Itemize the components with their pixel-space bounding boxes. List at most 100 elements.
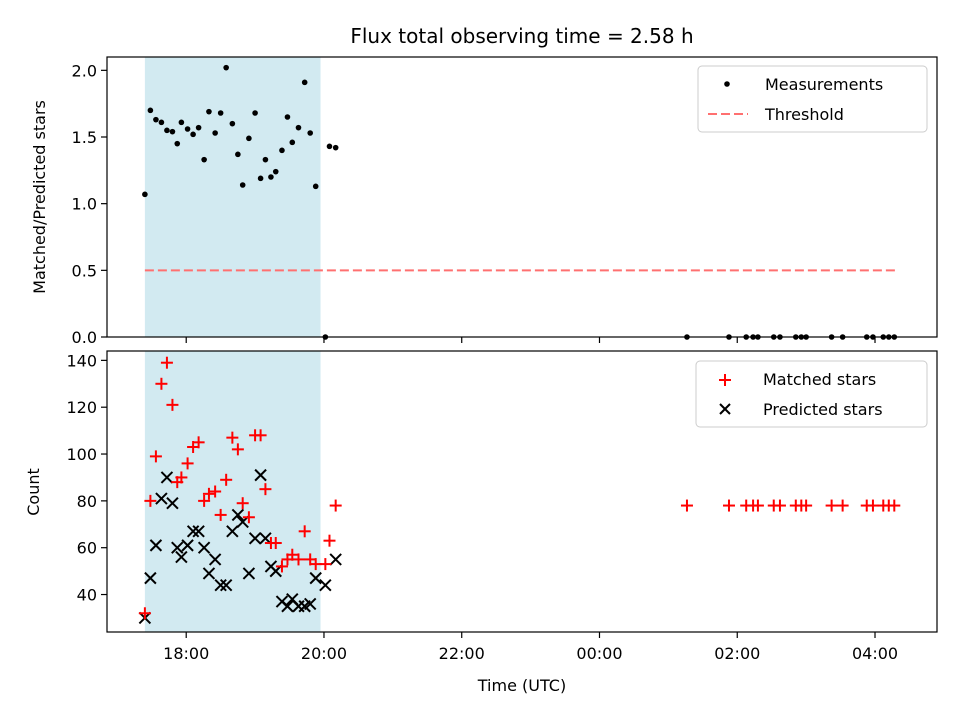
top-y-tick-label: 0.5 bbox=[72, 261, 97, 280]
bottom-plot-frame bbox=[106, 350, 938, 633]
matched-star-point bbox=[231, 443, 244, 456]
measurement-point bbox=[184, 126, 191, 132]
predicted-star-point bbox=[303, 597, 317, 611]
measurement-point bbox=[217, 110, 224, 116]
predicted-star-point bbox=[231, 508, 245, 522]
predicted-star-point bbox=[144, 571, 157, 585]
bottom-points bbox=[138, 356, 901, 625]
measurement-point bbox=[174, 140, 181, 147]
matched-star-point bbox=[329, 499, 342, 512]
predicted-star-point bbox=[269, 564, 282, 578]
matched-star-point bbox=[275, 560, 288, 573]
predicted-star-point bbox=[149, 539, 163, 552]
top-y-tick-label: 0.0 bbox=[72, 328, 97, 347]
measurement-point bbox=[229, 120, 236, 127]
measurement-point bbox=[190, 131, 196, 138]
predicted-star-point bbox=[329, 553, 342, 566]
bottom-y-tick-label: 40 bbox=[77, 586, 97, 605]
matched-star-point bbox=[269, 537, 282, 550]
top-y-axis-label: Matched/Predicted stars bbox=[30, 100, 49, 294]
predicted-star-point bbox=[242, 567, 256, 580]
top-y-tick-label: 1.5 bbox=[72, 128, 97, 147]
matched-star-point bbox=[888, 499, 901, 512]
predicted-star-point bbox=[281, 600, 294, 613]
matched-star-point bbox=[209, 485, 222, 498]
matched-star-point bbox=[220, 473, 233, 486]
predicted-star-point bbox=[155, 492, 168, 505]
measurement-point bbox=[252, 110, 258, 116]
measurement-point bbox=[212, 130, 218, 136]
measurement-point bbox=[153, 116, 159, 123]
legend-matched-marker bbox=[719, 374, 731, 386]
measurement-point bbox=[279, 147, 285, 154]
predicted-star-point bbox=[197, 541, 211, 554]
measurement-point bbox=[223, 64, 229, 71]
measurement-point bbox=[201, 156, 207, 163]
bottom-y-tick-label: 100 bbox=[66, 445, 97, 464]
predicted-star-point bbox=[254, 468, 267, 482]
matched-star-point bbox=[751, 499, 764, 512]
legend-measurements-marker bbox=[724, 81, 730, 87]
x-axis-label: Time (UTC) bbox=[477, 676, 566, 695]
measurement-point bbox=[262, 156, 269, 163]
predicted-star-point bbox=[248, 532, 262, 545]
bottom-legend-box bbox=[695, 360, 928, 428]
predicted-star-point bbox=[202, 567, 216, 580]
predicted-star-point bbox=[192, 525, 205, 538]
matched-star-point bbox=[292, 553, 305, 566]
bottom-y-tick-label: 140 bbox=[66, 351, 97, 370]
predicted-star-point bbox=[259, 532, 272, 545]
bottom-shaded-span bbox=[144, 351, 321, 632]
matched-star-point bbox=[175, 471, 188, 484]
top-y-tick-label: 2.0 bbox=[72, 61, 97, 80]
bottom-y-tick-label: 120 bbox=[66, 398, 97, 417]
matched-star-point bbox=[149, 450, 162, 463]
measurement-point bbox=[164, 127, 170, 134]
predicted-star-point bbox=[319, 578, 332, 592]
top-plot-frame bbox=[106, 56, 938, 338]
matched-star-point bbox=[192, 436, 205, 449]
measurement-point bbox=[178, 119, 185, 126]
bottom-x-ticks: 18:00 20:00 22:00 00:00 02:00 04:00 bbox=[163, 632, 898, 663]
matched-star-point bbox=[722, 499, 735, 512]
top-y-tick-label: 1.0 bbox=[72, 195, 97, 214]
bottom-panel: 40 60 80 100 120 140 18:00 20:00 22:00 00:00 02:0… bbox=[24, 350, 938, 695]
measurement-point bbox=[301, 79, 308, 86]
measurement-point bbox=[158, 119, 165, 126]
legend-predicted-marker bbox=[719, 403, 731, 415]
legend-matched-label: Matched stars bbox=[763, 370, 876, 389]
matched-star-point bbox=[254, 429, 267, 442]
matched-star-point bbox=[323, 534, 336, 547]
measurement-point bbox=[235, 151, 241, 158]
top-panel: 0.00.51.01.52.0 Matched/Predicted stars … bbox=[30, 56, 938, 347]
predicted-star-point bbox=[236, 515, 249, 529]
x-tick-label: 00:00 bbox=[576, 644, 622, 663]
predicted-star-point bbox=[175, 550, 188, 564]
measurement-point bbox=[169, 128, 176, 135]
matched-star-point bbox=[138, 607, 151, 620]
matched-star-point bbox=[144, 494, 157, 507]
legend-predicted-label: Predicted stars bbox=[763, 400, 883, 419]
x-tick-label: 18:00 bbox=[163, 644, 209, 663]
measurement-point bbox=[295, 124, 302, 131]
matched-star-point bbox=[286, 548, 299, 561]
bottom-y-tick-label: 60 bbox=[77, 539, 97, 558]
bottom-y-ticks: 40 60 80 100 120 140 bbox=[66, 351, 107, 605]
matched-star-point bbox=[198, 494, 211, 507]
matched-star-point bbox=[836, 499, 849, 512]
matched-star-point bbox=[166, 398, 179, 411]
legend-measurements-label: Measurements bbox=[765, 75, 883, 94]
matched-star-point bbox=[236, 497, 249, 510]
measurement-point bbox=[284, 114, 291, 120]
measurement-point bbox=[239, 182, 246, 188]
x-tick-label: 20:00 bbox=[301, 644, 347, 663]
matched-star-point bbox=[259, 483, 272, 496]
predicted-star-point bbox=[219, 578, 233, 592]
top-x-ticks bbox=[185, 337, 876, 343]
matched-star-point bbox=[226, 431, 239, 444]
legend-threshold-label: Threshold bbox=[764, 105, 844, 124]
measurement-point bbox=[312, 183, 319, 190]
measurement-point bbox=[307, 130, 313, 136]
predicted-star-point bbox=[171, 541, 184, 554]
